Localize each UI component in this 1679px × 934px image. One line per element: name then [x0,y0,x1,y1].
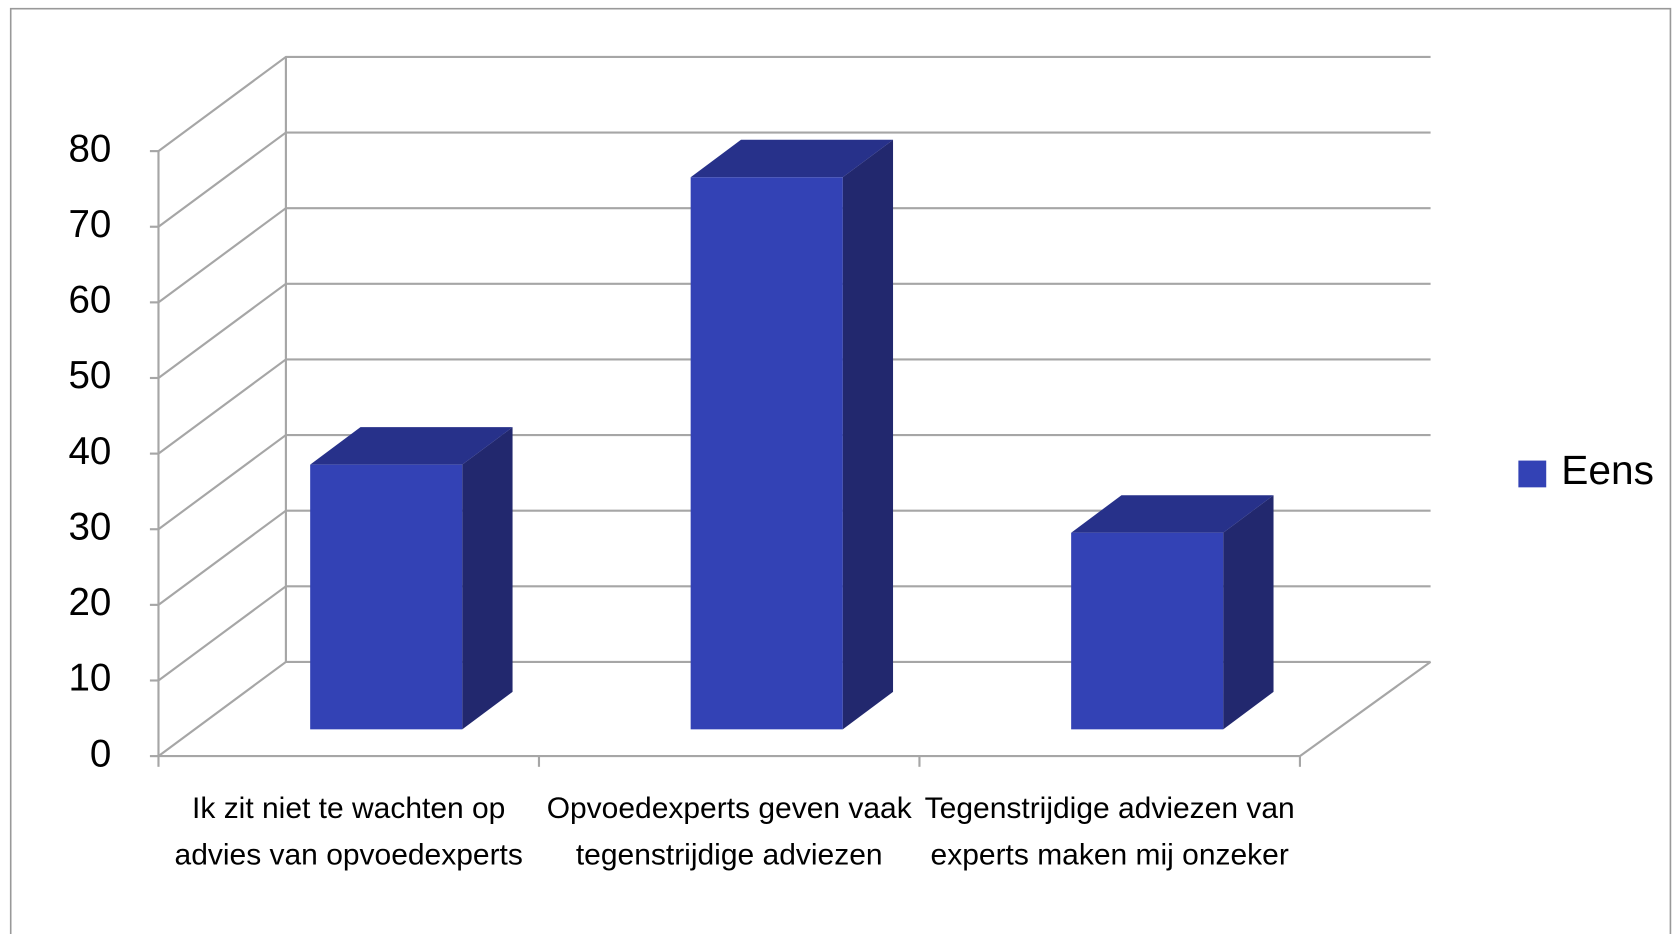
x-tick-label: Tegenstrijdige adviezen van experts make… [924,791,1295,871]
y-tick-label: 30 [69,505,112,548]
bar-top [1071,495,1274,533]
x-tick-label: Ik zit niet te wachten op advies van opv… [174,791,523,871]
grid-line [157,433,1431,531]
bar [1071,495,1274,730]
grid-line [157,207,1431,304]
bar-side [462,427,513,730]
bar-side [842,139,894,730]
y-tick-label: 60 [69,279,112,322]
axis-line [1299,661,1432,757]
frame [9,7,1672,934]
x-tick-label: Opvoedexperts geven vaak tegenstrijdige … [546,791,912,871]
x-tick-label-box: Opvoedexperts geven vaak tegenstrijdige … [546,791,912,871]
bar-front [690,177,843,730]
legend-label: Eens [1561,447,1654,493]
x-tick-label-box: Tegenstrijdige adviezen van experts make… [924,791,1295,871]
y-tick-label: 70 [69,203,112,246]
x-tick-label-box: Ik zit niet te wachten op advies van opv… [174,791,523,871]
y-tick-label: 10 [69,657,112,700]
y-tick-label: 20 [69,581,112,624]
grid-line [157,660,1431,757]
y-tick-label: 40 [69,430,112,473]
grid-line [157,282,1431,379]
y-tick-label: 80 [69,127,112,170]
bar-front [310,464,463,730]
grid: 0 10 20 30 40 50 60 70 80 Ik zit niet te wachten … [69,55,1432,871]
bar [310,427,513,730]
bar-front [1071,532,1224,730]
bar-top [310,427,513,465]
legend: Eens [1518,447,1654,493]
legend-swatch [1518,460,1547,488]
bars [310,139,1274,730]
bar-top [690,139,894,178]
grid-line [157,585,1431,682]
grid-line [157,509,1431,606]
y-tick-label: 50 [69,354,112,397]
grid-line [157,358,1431,455]
grid-line [157,131,1431,228]
bar-side [1223,495,1274,730]
y-tick-label: 0 [90,732,111,775]
bar [690,139,894,730]
grid-line [157,55,1431,152]
